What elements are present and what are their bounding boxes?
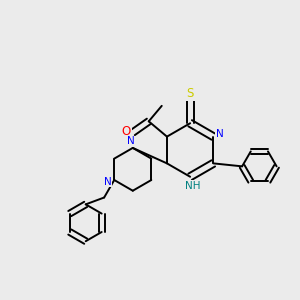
Text: O: O bbox=[122, 125, 131, 138]
Text: N: N bbox=[127, 136, 134, 146]
Text: NH: NH bbox=[185, 181, 201, 191]
Text: N: N bbox=[104, 176, 112, 187]
Text: S: S bbox=[186, 87, 194, 100]
Text: N: N bbox=[216, 129, 224, 139]
